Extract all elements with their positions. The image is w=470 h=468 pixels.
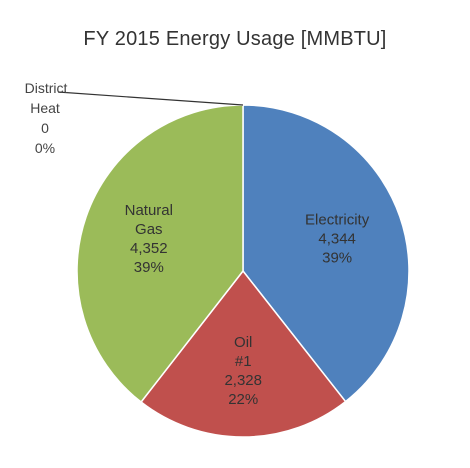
data-label-district-heat-name: Heat xyxy=(30,100,60,116)
data-label-electricity-name: Electricity xyxy=(305,211,370,228)
data-label-oil-1-name: #1 xyxy=(235,353,252,370)
data-label-district-heat-name: District xyxy=(25,80,68,96)
data-label-district-heat-percent: 0% xyxy=(35,140,55,156)
data-label-district-heat-value: 0 xyxy=(41,120,49,136)
data-label-electricity-percent: 39% xyxy=(322,249,352,266)
data-label-natural-gas-name: Gas xyxy=(135,221,163,238)
data-label-electricity-value: 4,344 xyxy=(318,230,356,247)
data-label-oil-1-percent: 22% xyxy=(228,391,258,408)
data-label-natural-gas-name: Natural xyxy=(125,202,173,219)
data-label-natural-gas-percent: 39% xyxy=(134,259,164,276)
data-label-oil-1-value: 2,328 xyxy=(224,372,262,389)
data-label-natural-gas-value: 4,352 xyxy=(130,240,168,257)
data-label-oil-1-name: Oil xyxy=(234,334,252,351)
leader-line-district-heat xyxy=(58,92,243,105)
